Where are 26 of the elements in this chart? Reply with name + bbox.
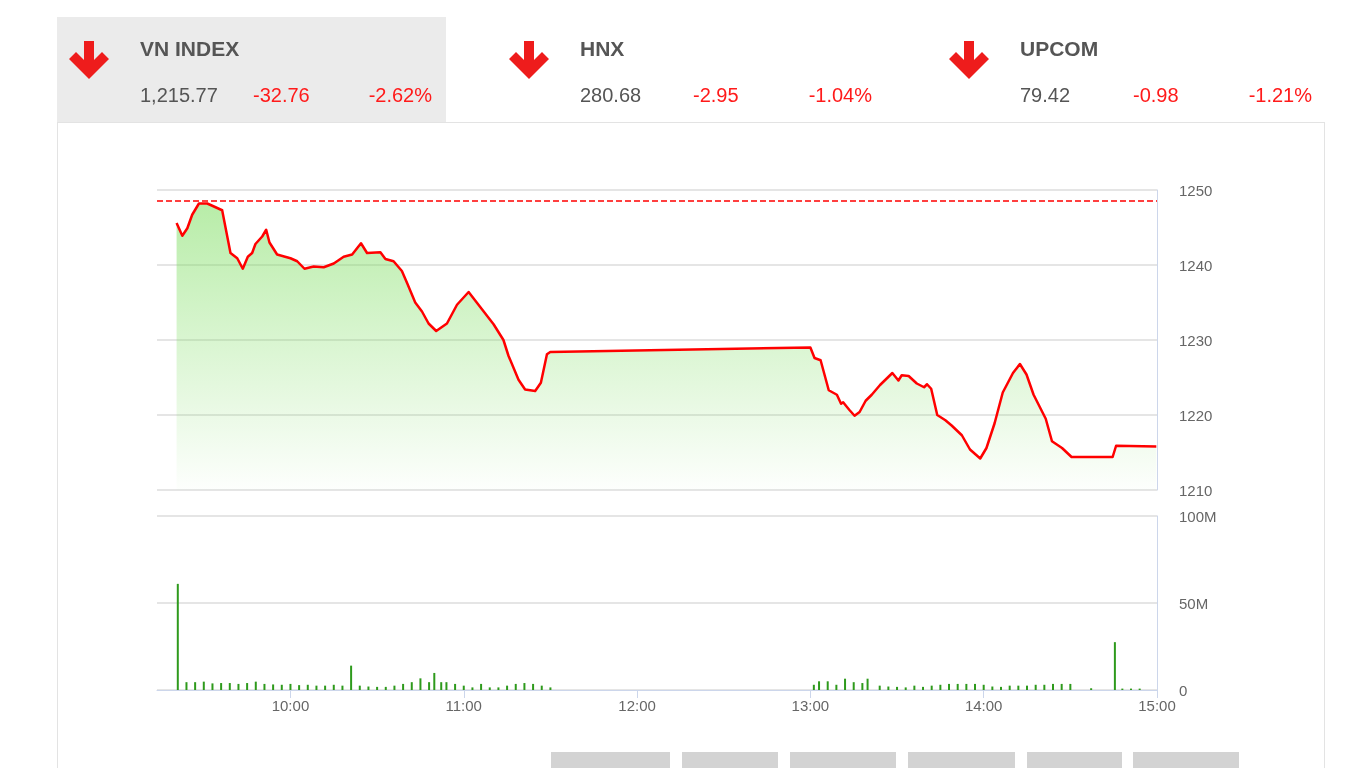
x-tick-label: 15:00 [1138, 697, 1176, 714]
x-tick-label: 12:00 [618, 697, 656, 714]
y-tick-label: 1250 [1179, 181, 1213, 199]
y-tick-label: 50M [1179, 594, 1209, 612]
text: -1.04% [808, 84, 872, 107]
text: -0.98 [1133, 84, 1179, 107]
text: -1.21% [1248, 84, 1312, 107]
text: -32.76 [253, 84, 310, 107]
text: 79.42 [1020, 84, 1071, 107]
y-tick-label: 0 [1179, 681, 1188, 699]
y-tick-label: 1240 [1179, 256, 1213, 274]
y-tick-label: 1220 [1179, 406, 1213, 424]
text: -2.62% [368, 84, 432, 107]
x-tick-label: 11:00 [445, 697, 482, 714]
y-tick-label: 100M [1179, 507, 1217, 525]
x-tick-label: 13:00 [791, 697, 830, 714]
text: HNX [580, 37, 625, 61]
x-tick-label: 14:00 [964, 697, 1003, 714]
x-tick-label: 10:00 [271, 697, 310, 714]
text: -2.95 [693, 84, 739, 107]
text: 280.68 [580, 84, 642, 107]
y-tick-label: 1230 [1179, 331, 1213, 349]
text: 1,215.77 [140, 84, 218, 107]
text: UPCOM [1020, 37, 1099, 61]
text: VN INDEX [140, 37, 240, 61]
y-tick-label: 1210 [1179, 481, 1213, 499]
